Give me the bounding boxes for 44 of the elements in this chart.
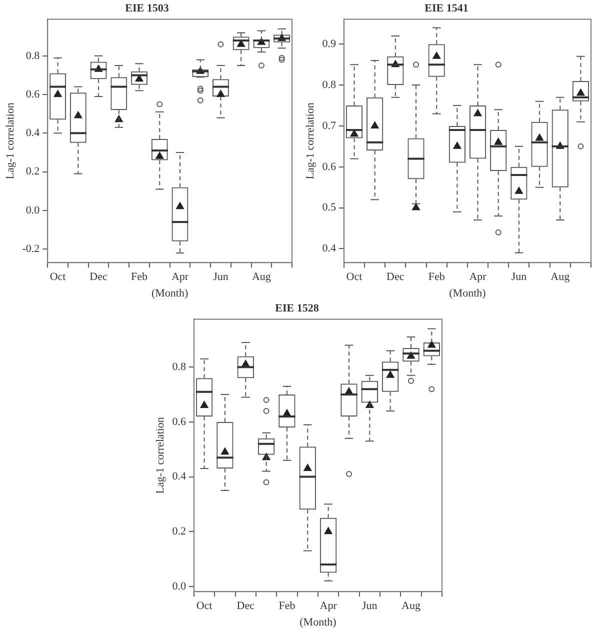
y-tick-label: 0.0 xyxy=(26,204,40,216)
x-tick-label: Feb xyxy=(278,600,296,612)
chart-title: EIE 1528 xyxy=(275,302,320,314)
x-tick-label: Oct xyxy=(346,271,362,284)
y-tick-label: 0.4 xyxy=(172,470,186,483)
x-axis-title: (Month) xyxy=(300,616,337,628)
y-axis-title: Lag-1 correlation xyxy=(304,102,316,180)
y-tick-label: 0.8 xyxy=(172,361,186,374)
y-tick-label: 0.0 xyxy=(172,580,186,592)
x-tick-label: Apr xyxy=(469,271,487,284)
x-tick-label: Oct xyxy=(50,271,66,284)
x-tick-label: Dec xyxy=(386,271,404,284)
y-tick-label: 0.6 xyxy=(172,416,186,428)
y-axis-title: Lag-1 correlation xyxy=(4,102,16,180)
y-tick-label: 0.8 xyxy=(322,78,336,91)
x-tick-label: Aug xyxy=(550,271,570,284)
y-tick-label: 0.4 xyxy=(322,242,336,255)
x-tick-label: Apr xyxy=(171,271,189,284)
x-axis-title: (Month) xyxy=(151,287,188,300)
y-tick-label: 0.6 xyxy=(322,160,336,173)
y-tick-label: 0.7 xyxy=(322,120,336,132)
chart-title: EIE 1541 xyxy=(424,2,468,14)
y-tick-label: 0.9 xyxy=(322,38,336,50)
x-tick-label: Oct xyxy=(196,600,212,612)
x-tick-label: Aug xyxy=(402,600,421,612)
x-tick-label: Aug xyxy=(252,271,272,284)
chart-title: EIE 1503 xyxy=(125,2,170,14)
x-tick-label: Apr xyxy=(320,600,338,612)
y-tick-label: 0.5 xyxy=(322,202,336,214)
x-tick-label: Dec xyxy=(90,271,108,284)
x-tick-label: Feb xyxy=(131,271,148,284)
x-tick-label: Jun xyxy=(362,600,378,612)
x-tick-label: Feb xyxy=(428,271,446,284)
y-tick-label: 0.2 xyxy=(172,525,186,538)
y-tick-label: 0.6 xyxy=(26,88,40,100)
x-tick-label: Dec xyxy=(236,600,255,612)
x-tick-label: Jun xyxy=(511,271,528,284)
y-tick-label: 0.2 xyxy=(26,166,40,178)
y-tick-label: 0.8 xyxy=(26,50,40,62)
y-tick-label: -0.2 xyxy=(22,242,40,255)
x-axis-title: (Month) xyxy=(449,287,486,300)
y-axis-title: Lag-1 correlation xyxy=(154,416,166,494)
y-tick-label: 0.4 xyxy=(26,127,40,140)
x-tick-label: Jun xyxy=(213,271,229,284)
